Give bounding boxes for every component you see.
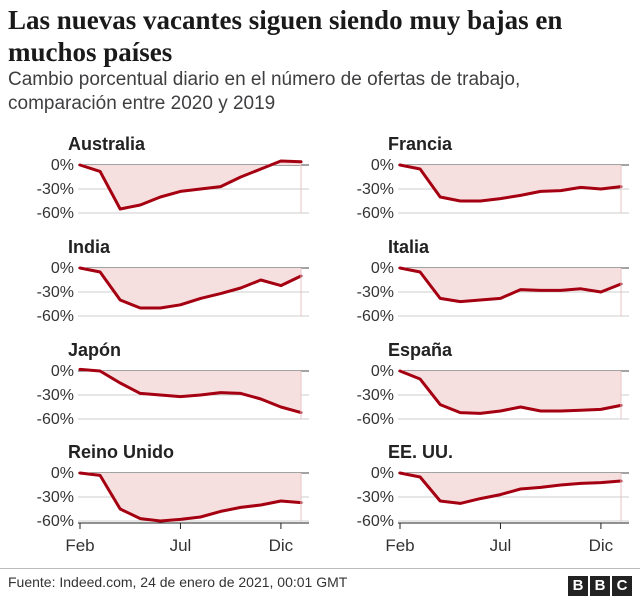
y-tick-label: -60% — [37, 308, 74, 325]
y-tick-label: -30% — [357, 387, 394, 404]
y-tick-label: -30% — [37, 181, 74, 198]
panel-india: India 0% -30% -60% — [37, 237, 309, 325]
area-fill — [80, 473, 301, 521]
panel-title: Reino Unido — [68, 442, 174, 462]
area-fill — [80, 161, 301, 209]
y-tick-label: 0% — [371, 465, 394, 482]
x-tick-label: Jul — [490, 536, 512, 555]
panel-title: EE. UU. — [388, 442, 453, 462]
x-axis: Feb Jul Dic — [385, 522, 629, 555]
y-tick-label: -60% — [357, 205, 394, 222]
x-tick-label: Jul — [170, 536, 192, 555]
y-tick-label: -30% — [357, 489, 394, 506]
y-tick-label: 0% — [51, 157, 74, 174]
panel-ee-uu-: EE. UU. 0% -30% -60% — [357, 442, 629, 530]
source-note: Fuente: Indeed.com, 24 de enero de 2021,… — [8, 574, 348, 590]
footer: Fuente: Indeed.com, 24 de enero de 2021,… — [0, 568, 640, 602]
panel-title: Francia — [388, 134, 453, 154]
y-tick-label: -60% — [357, 513, 394, 530]
x-tick-label: Feb — [385, 536, 414, 555]
y-tick-label: 0% — [371, 260, 394, 277]
panel-australia: Australia 0% -30% -60% — [37, 134, 309, 222]
series-line — [398, 369, 623, 415]
y-tick-label: -60% — [357, 308, 394, 325]
panel-title: Australia — [68, 134, 146, 154]
panel-reino-unido: Reino Unido 0% -30% -60% — [37, 442, 309, 530]
y-tick-label: -60% — [357, 411, 394, 428]
y-tick-label: -30% — [357, 181, 394, 198]
area-fill — [80, 369, 301, 413]
panel-title: España — [388, 340, 453, 360]
y-tick-label: 0% — [51, 363, 74, 380]
panel-francia: Francia 0% -30% -60% — [357, 134, 629, 222]
chart-subtitle: Cambio porcentual diario en el número de… — [8, 69, 521, 114]
panel-italia: Italia 0% -30% -60% — [357, 237, 629, 325]
x-tick-label: Feb — [65, 536, 94, 555]
chart-title: Las nuevas vacantes siguen siendo muy ba… — [8, 5, 563, 67]
y-tick-label: 0% — [371, 363, 394, 380]
y-tick-label: 0% — [51, 465, 74, 482]
y-tick-label: 0% — [51, 260, 74, 277]
series-line — [78, 159, 303, 211]
x-tick-label: Dic — [269, 536, 294, 555]
bbc-logo-letter: B — [590, 576, 610, 596]
series-line — [398, 266, 623, 304]
area-fill — [80, 268, 301, 308]
panel-title: Italia — [388, 237, 430, 257]
panel-title: India — [68, 237, 111, 257]
area-fill — [400, 165, 621, 201]
panel-jap-n: Japón 0% -30% -60% — [37, 340, 309, 428]
bbc-logo-letter: B — [568, 576, 588, 596]
bbc-logo-letter: C — [612, 576, 632, 596]
y-tick-label: -30% — [37, 489, 74, 506]
panel-title: Japón — [68, 340, 121, 360]
bbc-logo: B B C — [568, 576, 632, 596]
area-fill — [400, 473, 621, 504]
series-line — [78, 266, 303, 310]
y-tick-label: -60% — [37, 513, 74, 530]
series-line — [78, 471, 303, 523]
y-tick-label: -30% — [357, 284, 394, 301]
y-tick-label: -60% — [37, 411, 74, 428]
panel-espa-a: España 0% -30% -60% — [357, 340, 629, 428]
series-line — [398, 163, 623, 203]
series-line — [78, 367, 303, 415]
footer-divider — [0, 568, 640, 569]
y-tick-label: 0% — [371, 157, 394, 174]
y-tick-label: -30% — [37, 284, 74, 301]
y-tick-label: -60% — [37, 205, 74, 222]
area-fill — [400, 371, 621, 414]
x-tick-label: Dic — [589, 536, 614, 555]
y-tick-label: -30% — [37, 387, 74, 404]
series-line — [398, 471, 623, 505]
area-fill — [400, 268, 621, 302]
x-axis: Feb Jul Dic — [65, 522, 309, 555]
